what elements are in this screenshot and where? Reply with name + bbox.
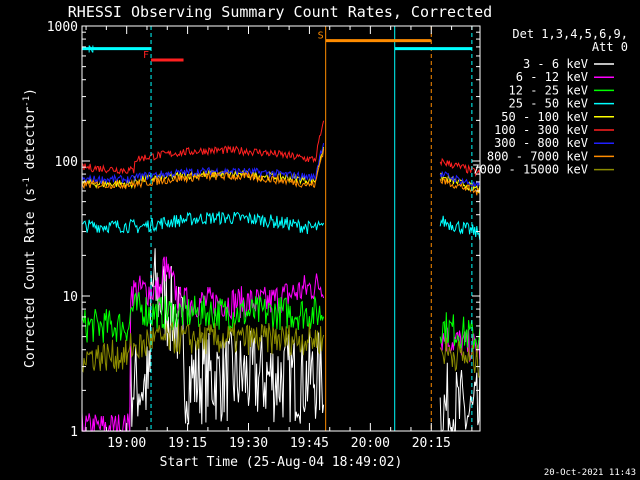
series-800-7000-keV (81, 148, 481, 196)
series-line (439, 215, 481, 240)
annotation-label: F (143, 50, 149, 61)
x-axis-label: Start Time (25-Aug-04 18:49:02) (160, 455, 403, 470)
y-axis-label-end: ) (23, 88, 38, 96)
x-tick-label: 19:15 (168, 436, 207, 451)
series-line (81, 148, 325, 190)
series-line (439, 362, 481, 432)
y-axis-label-main: Corrected Count Rate (s (23, 188, 38, 368)
legend-entry-label: 100 - 300 keV (494, 123, 588, 137)
series-100-300-keV (81, 120, 481, 178)
annotation-label: S (318, 31, 324, 42)
x-tick-label: 19:45 (290, 436, 329, 451)
x-tick-label: 19:00 (107, 436, 146, 451)
series-12-25-keV (81, 291, 481, 351)
y-axis-label-sup2: -1 (22, 96, 32, 107)
x-tick-label: 20:00 (351, 436, 390, 451)
plot-frame (81, 25, 481, 432)
series-line (439, 171, 481, 188)
y-axis-label-mid: detector (23, 107, 38, 178)
legend-entry-label: 12 - 25 keV (509, 83, 588, 97)
series-line (439, 177, 481, 196)
legend-entry-label: 300 - 800 keV (494, 136, 588, 150)
series-line (81, 211, 325, 235)
series-7000-15000-keV (81, 321, 481, 378)
x-tick-label: 20:15 (412, 436, 451, 451)
series-line (439, 157, 481, 178)
legend-entry-label: 7000 - 15000 keV (472, 163, 588, 177)
series-line (81, 143, 325, 185)
legend-entry-label: 50 - 100 keV (501, 110, 588, 124)
annotation-label: N (88, 45, 94, 56)
y-tick-label: 10 (62, 290, 78, 305)
legend-entry-label: 800 - 7000 keV (487, 149, 588, 163)
series-line (439, 312, 481, 351)
legend-entry-label: 3 - 6 keV (523, 57, 588, 71)
legend-entry-label: 25 - 50 keV (509, 97, 588, 111)
series-line (439, 337, 481, 378)
y-tick-label: 1000 (47, 20, 78, 35)
y-axis-label-sup1: -1 (22, 177, 32, 188)
footer-timestamp: 20-Oct-2021 11:43 (544, 468, 636, 478)
series-line (81, 291, 325, 343)
series-300-800-keV (81, 143, 481, 188)
chart-title: RHESSI Observing Summary Count Rates, Co… (68, 3, 492, 21)
legend-entry-label: 6 - 12 keV (516, 70, 588, 84)
y-tick-label: 100 (55, 155, 78, 170)
series-25-50-keV (81, 211, 481, 240)
x-tick-label: 19:30 (229, 436, 268, 451)
y-tick-label: 1 (70, 425, 78, 440)
legend-header-line1: Det 1,3,4,5,6,9, (512, 27, 628, 41)
legend-header-line2: Att 0 (592, 40, 628, 54)
series-line (81, 120, 325, 175)
series-line (81, 321, 325, 373)
y-axis-label: Corrected Count Rate (s-1 detector-1) (22, 88, 38, 368)
